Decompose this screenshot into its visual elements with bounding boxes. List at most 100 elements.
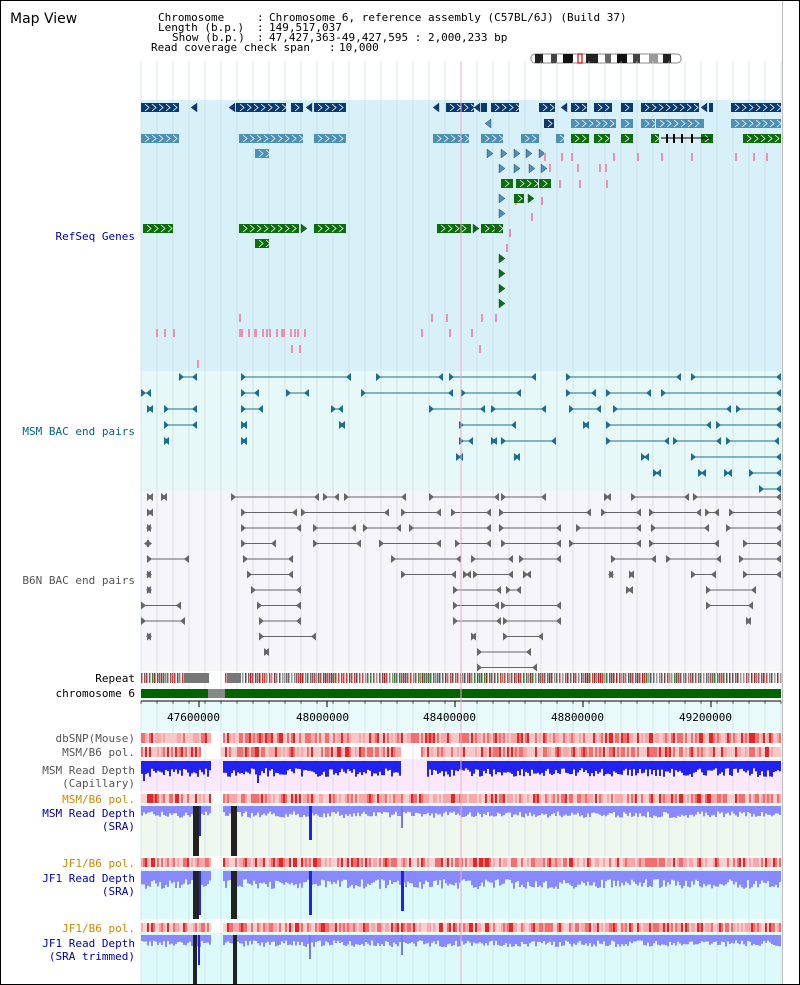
pol-cell bbox=[513, 923, 515, 932]
pol-cell bbox=[169, 747, 171, 757]
pol-cell bbox=[631, 923, 633, 932]
bac-end-marker bbox=[429, 405, 434, 413]
repeat-mark bbox=[528, 673, 530, 683]
pol-cell bbox=[273, 794, 275, 803]
polymorphism-bands[interactable] bbox=[141, 733, 781, 932]
pol-cell bbox=[439, 747, 441, 757]
chromosome-ideogram[interactable] bbox=[530, 53, 682, 64]
pol-cell bbox=[281, 747, 283, 757]
bac-end-marker bbox=[606, 421, 611, 429]
track-label-jf1-pol-2[interactable]: JF1/B6 pol. bbox=[62, 922, 135, 935]
repeat-mark bbox=[418, 673, 420, 683]
depth-bar bbox=[701, 806, 703, 812]
track-label-repeat[interactable]: Repeat bbox=[95, 672, 135, 685]
pol-cell bbox=[449, 733, 451, 743]
track-label-msm-depth-sra-2[interactable]: (SRA) bbox=[101, 820, 135, 833]
pol-cell bbox=[197, 794, 199, 803]
map-canvas[interactable] bbox=[1, 1, 783, 984]
pol-cell bbox=[155, 794, 157, 803]
pol-cell bbox=[295, 747, 297, 757]
pol-cell bbox=[525, 733, 527, 743]
pol-cell bbox=[315, 923, 317, 932]
chromosome-label: Chromosome bbox=[158, 11, 225, 24]
gene-feature bbox=[743, 134, 781, 143]
msm-bac-track[interactable] bbox=[141, 373, 781, 493]
track-label-msm-depth-sra-1[interactable]: MSM Read Depth bbox=[42, 807, 135, 820]
pol-cell bbox=[447, 923, 449, 932]
track-label-jf1-depth-trim-1[interactable]: JF1 Read Depth bbox=[42, 937, 135, 950]
pol-cell bbox=[745, 747, 747, 757]
vertical-scrollbar[interactable] bbox=[782, 1, 799, 984]
depth-bar bbox=[417, 935, 419, 942]
pol-cell bbox=[299, 794, 301, 803]
bac-end-marker bbox=[361, 389, 366, 397]
depth-bar bbox=[305, 871, 307, 882]
depth-bar bbox=[541, 806, 543, 814]
depth-bar bbox=[685, 935, 687, 945]
gene-strand-arrow bbox=[574, 103, 580, 112]
pol-cell bbox=[451, 747, 453, 757]
depth-bar bbox=[575, 871, 577, 887]
depth-bar bbox=[253, 806, 255, 817]
bac-end-marker bbox=[292, 508, 297, 517]
track-label-chromosome[interactable]: chromosome 6 bbox=[55, 687, 135, 700]
depth-bar bbox=[451, 871, 453, 885]
depth-bar bbox=[171, 935, 173, 944]
pol-cell bbox=[545, 733, 547, 743]
pol-cell bbox=[193, 733, 195, 743]
depth-bar bbox=[487, 871, 489, 882]
repeat-mark bbox=[284, 673, 286, 683]
track-label-jf1-depth-sra-2[interactable]: (SRA) bbox=[101, 885, 135, 898]
depth-bar bbox=[359, 871, 361, 887]
gene-arrow bbox=[432, 102, 440, 113]
pol-cell bbox=[595, 923, 597, 932]
bac-end-marker bbox=[499, 524, 504, 532]
track-label-refseq[interactable]: RefSeq Genes bbox=[55, 230, 135, 243]
b6n-bac-track[interactable] bbox=[141, 493, 781, 672]
depth-bar bbox=[699, 806, 701, 814]
track-label-dbsnp[interactable]: dbSNP(Mouse) bbox=[55, 732, 135, 745]
track-label-jf1-pol[interactable]: JF1/B6 pol. bbox=[62, 857, 135, 870]
depth-bar bbox=[507, 761, 509, 772]
pol-cell bbox=[203, 923, 205, 932]
read-depth-tracks[interactable] bbox=[141, 761, 781, 984]
pol-cell bbox=[351, 794, 353, 803]
depth-bar bbox=[461, 761, 463, 770]
depth-bar bbox=[543, 935, 545, 941]
pol-cell bbox=[339, 923, 341, 932]
depth-bar bbox=[271, 806, 273, 815]
track-label-msm-bac[interactable]: MSM BAC end pairs bbox=[22, 425, 135, 438]
pol-cell bbox=[387, 794, 389, 803]
track-label-jf1-depth-trim-2[interactable]: (SRA trimmed) bbox=[48, 950, 135, 963]
pol-cell bbox=[157, 747, 159, 757]
depth-bar bbox=[431, 761, 433, 775]
track-label-b6n-bac[interactable]: B6N BAC end pairs bbox=[22, 574, 135, 587]
depth-bar bbox=[687, 761, 689, 776]
repeat-track[interactable] bbox=[141, 673, 782, 683]
depth-bar bbox=[565, 806, 567, 815]
pol-cell bbox=[437, 747, 439, 757]
refseq-genes-track[interactable] bbox=[141, 102, 782, 368]
depth-bar bbox=[511, 935, 513, 947]
pol-cell bbox=[563, 733, 565, 743]
pol-cell bbox=[691, 858, 693, 867]
pol-cell bbox=[675, 794, 677, 803]
track-label-msm-pol[interactable]: MSM/B6 pol. bbox=[62, 746, 135, 759]
pol-cell bbox=[165, 923, 167, 932]
track-label-msm-depth-cap-1[interactable]: MSM Read Depth bbox=[42, 764, 135, 777]
depth-bar bbox=[233, 761, 235, 771]
pol-cell bbox=[587, 733, 589, 743]
depth-bar bbox=[165, 806, 167, 816]
depth-bar bbox=[545, 806, 547, 815]
bac-end-marker bbox=[693, 493, 698, 501]
track-label-jf1-depth-sra-1[interactable]: JF1 Read Depth bbox=[42, 872, 135, 885]
track-label-msm-depth-cap-2[interactable]: (Capillary) bbox=[62, 777, 135, 790]
pol-cell bbox=[457, 858, 459, 867]
gene-tick bbox=[269, 329, 271, 337]
gene-tick bbox=[637, 153, 639, 161]
pol-cell bbox=[579, 733, 581, 743]
pol-cell bbox=[357, 858, 359, 867]
depth-bar bbox=[575, 935, 577, 945]
depth-bar bbox=[403, 806, 405, 812]
track-label-msm-pol-2[interactable]: MSM/B6 pol. bbox=[62, 793, 135, 806]
